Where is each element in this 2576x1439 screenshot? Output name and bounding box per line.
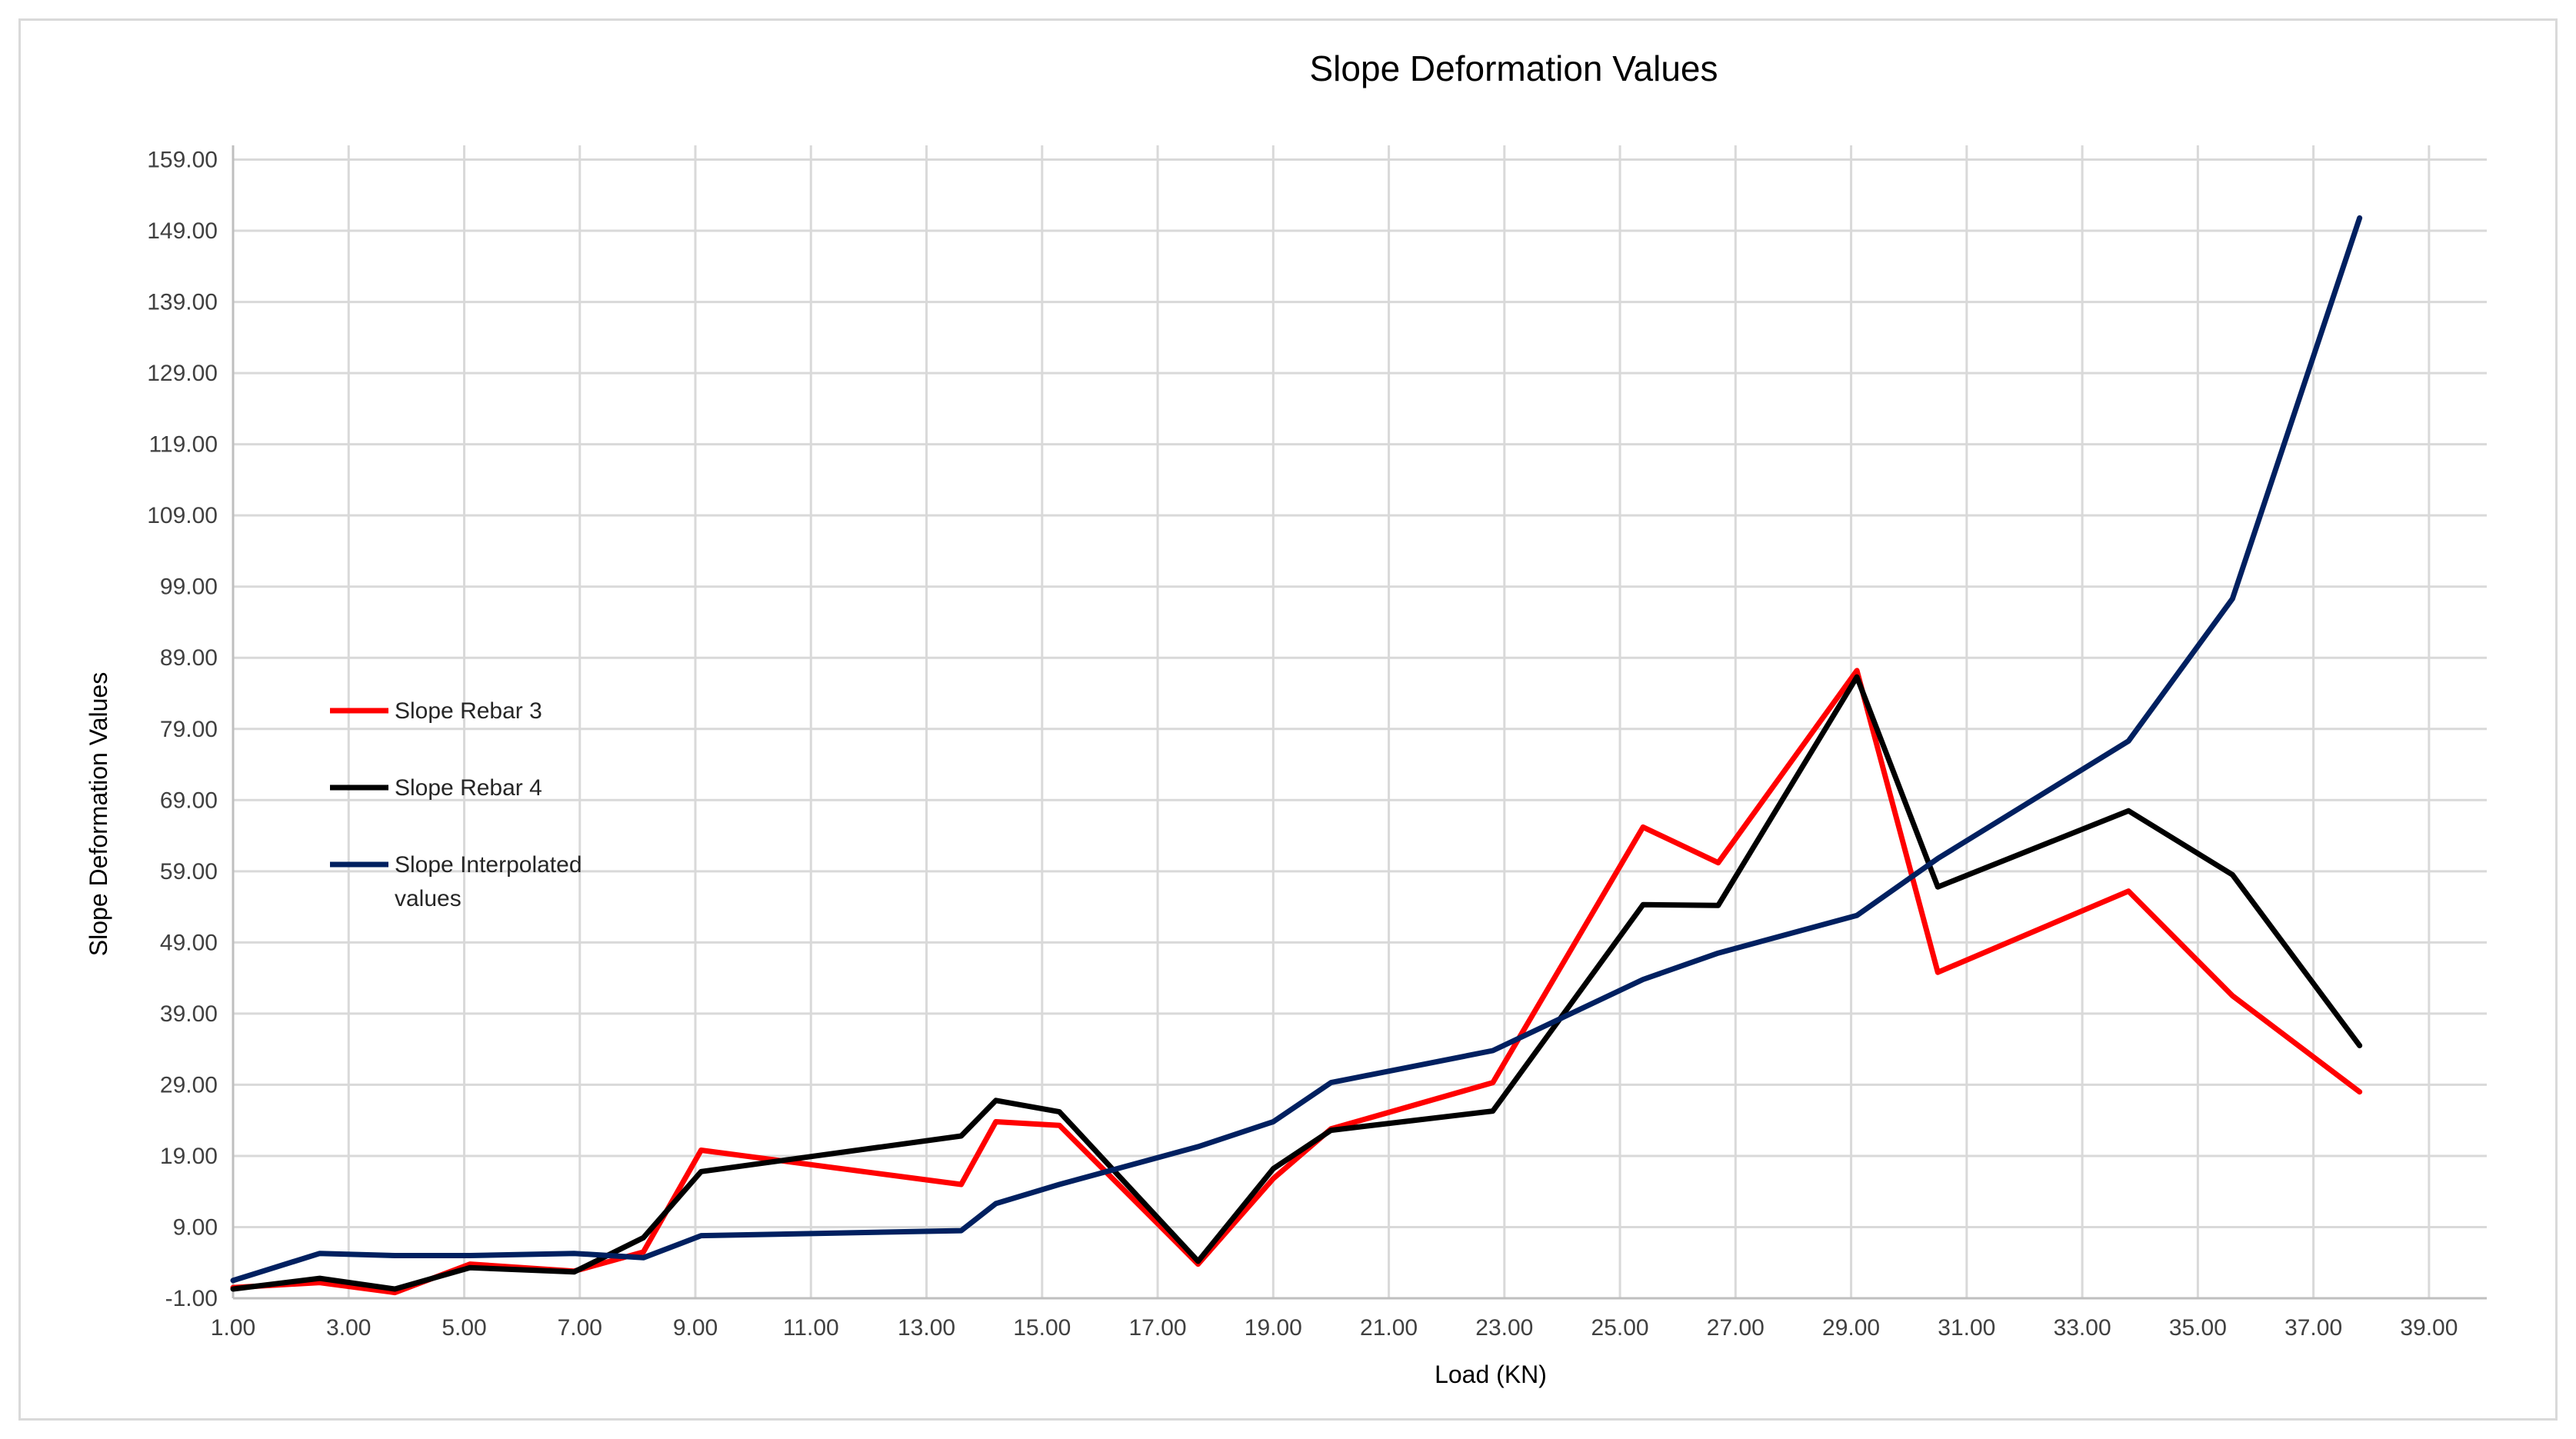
x-tick-label: 37.00: [2284, 1315, 2342, 1341]
legend-label-1: Slope Rebar 3: [395, 698, 542, 724]
y-tick-label: 99.00: [160, 575, 218, 600]
y-tick-label: 149.00: [147, 218, 218, 244]
x-tick-label: 3.00: [326, 1315, 371, 1341]
x-tick-label: 23.00: [1475, 1315, 1533, 1341]
x-tick-label: 35.00: [2169, 1315, 2227, 1341]
y-tick-label: 19.00: [160, 1144, 218, 1169]
x-tick-label: 15.00: [1013, 1315, 1071, 1341]
legend-label-2: Slope Rebar 4: [395, 775, 542, 801]
y-tick-label: 129.00: [147, 361, 218, 386]
y-tick-label: 29.00: [160, 1072, 218, 1098]
chart-frame: Slope Deformation Values -1.00 9.00 19.00 2…: [18, 18, 2558, 1421]
x-tick-label: 31.00: [1938, 1315, 1995, 1341]
x-tick-label: 33.00: [2054, 1315, 2111, 1341]
x-axis-ticks: 1.00 3.00 5.00 7.00 9.00 11.00 13.00 15.00 17.00…: [211, 1315, 2458, 1341]
y-tick-label: 79.00: [160, 717, 218, 742]
y-axis-title: Slope Deformation Values: [85, 672, 112, 956]
legend-label-3: Slope Interpolated values: [395, 852, 582, 911]
y-axis-ticks: -1.00 9.00 19.00 29.00 39.00 49.00 59.00 69.00 7…: [147, 148, 218, 1311]
y-tick-label: 59.00: [160, 859, 218, 884]
x-tick-label: 27.00: [1707, 1315, 1765, 1341]
x-tick-label: 25.00: [1591, 1315, 1649, 1341]
x-tick-label: 17.00: [1129, 1315, 1187, 1341]
x-tick-label: 11.00: [783, 1315, 839, 1341]
series-line-3: [230, 215, 2363, 1284]
axes: [232, 145, 2487, 1300]
x-tick-label: 13.00: [898, 1315, 955, 1341]
chart-title: Slope Deformation Values: [1310, 48, 1718, 88]
y-tick-label: 49.00: [160, 930, 218, 955]
x-tick-label: 9.00: [673, 1315, 718, 1341]
y-tick-label: 69.00: [160, 788, 218, 813]
series-line-1: [230, 668, 2363, 1296]
x-tick-label: 29.00: [1822, 1315, 1880, 1341]
y-tick-label: 159.00: [147, 148, 218, 173]
y-tick-label: 119.00: [148, 432, 218, 458]
y-tick-label: 139.00: [147, 290, 218, 315]
series-line-2: [230, 674, 2363, 1292]
line-chart: Slope Deformation Values -1.00 9.00 19.00 2…: [85, 48, 2487, 1388]
y-tick-label: 89.00: [160, 645, 218, 671]
x-tick-label: 39.00: [2400, 1315, 2458, 1341]
y-tick-label: -1.00: [165, 1286, 218, 1311]
series-lines: [230, 215, 2363, 1296]
y-tick-label: 109.00: [147, 503, 218, 528]
legend: Slope Rebar 3 Slope Rebar 4 Slope Interpol…: [330, 698, 582, 911]
x-axis-title: Load (KN): [1435, 1361, 1547, 1388]
x-tick-label: 21.00: [1360, 1315, 1418, 1341]
x-tick-label: 7.00: [558, 1315, 602, 1341]
x-tick-label: 19.00: [1245, 1315, 1302, 1341]
x-tick-label: 5.00: [442, 1315, 486, 1341]
y-tick-label: 39.00: [160, 1001, 218, 1027]
x-tick-label: 1.00: [211, 1315, 255, 1341]
y-tick-label: 9.00: [173, 1214, 218, 1240]
